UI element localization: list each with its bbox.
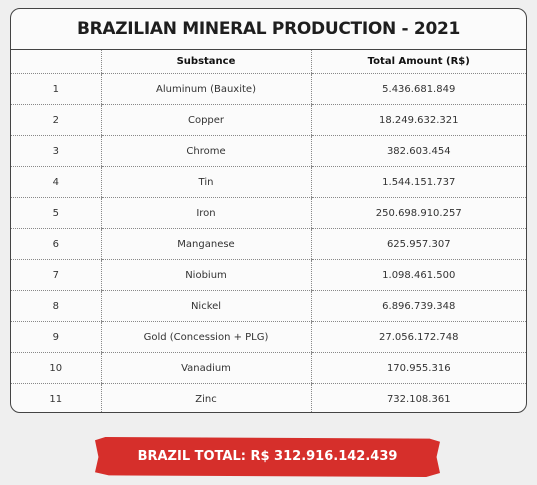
- table-cell: 18.249.632.321: [310, 104, 526, 136]
- table: Substance Total Amount (R$) 1 Aluminum (Ba…: [11, 50, 526, 412]
- table-cell: Aluminum (Bauxite): [100, 73, 311, 105]
- header-cell: [11, 50, 101, 74]
- table-cell: Chrome: [100, 135, 311, 167]
- table-cell: 5: [11, 197, 101, 229]
- table-row: 10 Vanadium 170.955.316: [11, 352, 526, 384]
- table-cell: 27.056.172.748: [310, 321, 526, 353]
- table-cell: Manganese: [100, 228, 311, 260]
- table-row: 9 Gold (Concession + PLG) 27.056.172.748: [11, 321, 526, 353]
- header-cell: Total Amount (R$): [310, 50, 526, 74]
- table-cell: 7: [11, 259, 101, 291]
- table-cell: Iron: [100, 197, 311, 229]
- table-row: 4 Tin 1.544.151.737: [11, 166, 526, 198]
- table-cell: 10: [11, 352, 101, 384]
- table-cell: 2: [11, 104, 101, 136]
- table-cell: Gold (Concession + PLG): [100, 321, 311, 353]
- table-row: 5 Iron 250.698.910.257: [11, 197, 526, 229]
- title: BRAZILIAN MINERAL PRODUCTION - 2021: [11, 9, 526, 50]
- table-cell: Niobium: [100, 259, 311, 291]
- table-row: 8 Nickel 6.896.739.348: [11, 290, 526, 322]
- table-row: 2 Copper 18.249.632.321: [11, 104, 526, 136]
- table-cell: 170.955.316: [310, 352, 526, 384]
- table-cell: 1.098.461.500: [310, 259, 526, 291]
- table-cell: Tin: [100, 166, 311, 198]
- table-row: 11 Zinc 732.108.361: [11, 383, 526, 412]
- table-cell: Copper: [100, 104, 311, 136]
- total-banner: BRAZIL TOTAL: R$ 312.916.142.439: [95, 437, 440, 477]
- table-cell: 6: [11, 228, 101, 260]
- table-body: 1 Aluminum (Bauxite) 5.436.681.849 2 Copper 1…: [11, 73, 526, 412]
- table-cell: 250.698.910.257: [310, 197, 526, 229]
- table-row: 3 Chrome 382.603.454: [11, 135, 526, 167]
- table-row: 1 Aluminum (Bauxite) 5.436.681.849: [11, 73, 526, 105]
- table-cell: 3: [11, 135, 101, 167]
- header-cell: Substance: [100, 50, 311, 74]
- table-cell: 11: [49, 393, 63, 405]
- table-cell: 732.108.361: [310, 383, 526, 412]
- table-cell: 625.957.307: [310, 228, 526, 260]
- table-row: 7 Niobium 1.098.461.500: [11, 259, 526, 291]
- table-cell: 5.436.681.849: [310, 73, 526, 105]
- table-cell: 1.544.151.737: [310, 166, 526, 198]
- table-card: BRAZILIAN MINERAL PRODUCTION - 2021 Subs…: [10, 8, 527, 413]
- header-row: Substance Total Amount (R$): [11, 50, 526, 74]
- table-row: 6 Manganese 625.957.307: [11, 228, 526, 260]
- table-cell: 8: [11, 290, 101, 322]
- table-cell: 382.603.454: [310, 135, 526, 167]
- table-cell: Nickel: [100, 290, 311, 322]
- table-cell: 9: [11, 321, 101, 353]
- table-cell: Zinc: [100, 383, 311, 412]
- table-cell: 4: [11, 166, 101, 198]
- table-cell: 1: [11, 73, 101, 105]
- table-cell: Vanadium: [100, 352, 311, 384]
- table-cell: 6.896.739.348: [310, 290, 526, 322]
